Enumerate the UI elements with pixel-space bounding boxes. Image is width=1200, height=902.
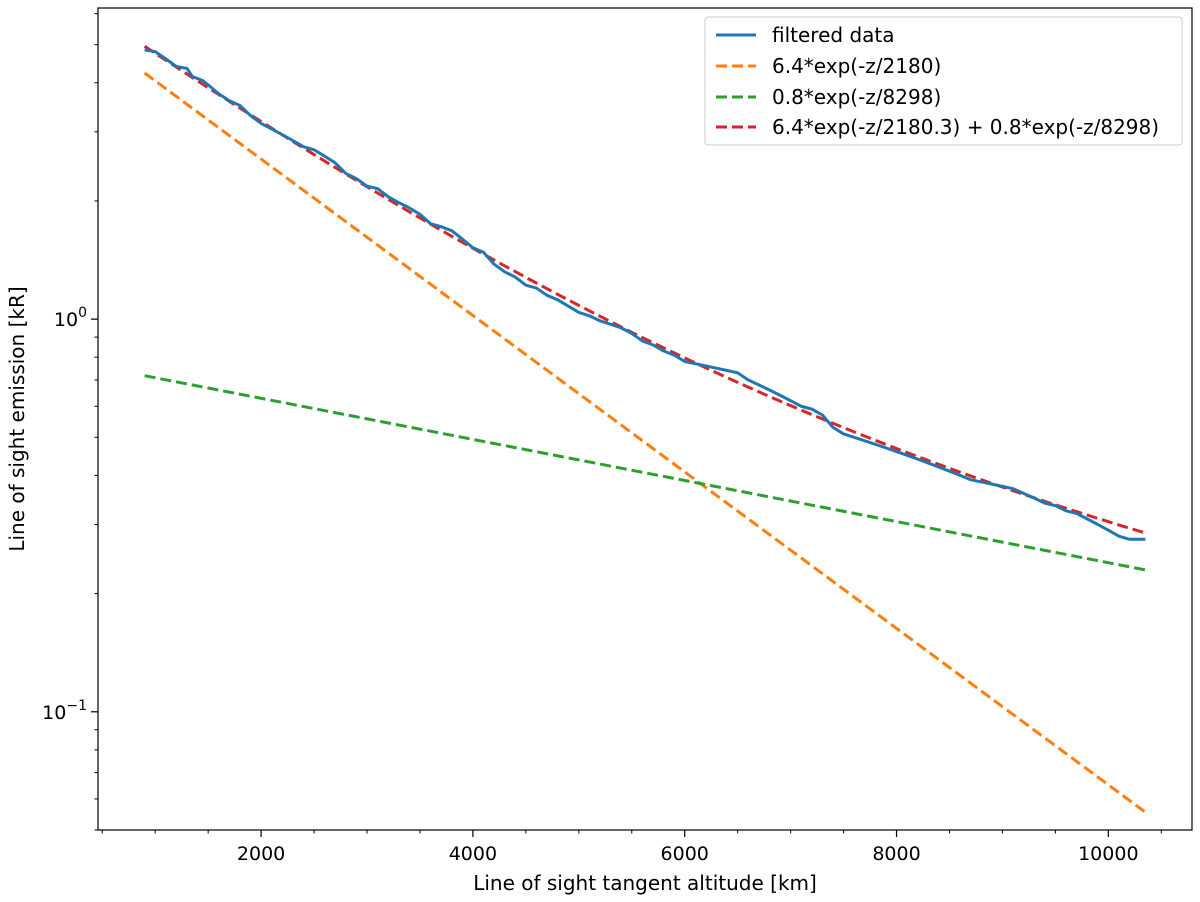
- series-line-filtered-data: [144, 48, 1146, 541]
- plot-frame: [97, 7, 1193, 831]
- x-tick-label: 4000: [449, 843, 497, 865]
- legend-item: 6.4*exp(-z/2180.3) + 0.8*exp(-z/8298): [716, 115, 1159, 139]
- series-line-0-8-exp-z-8298: [144, 374, 1146, 572]
- legend-frame: [704, 16, 1183, 146]
- legend-label: 6.4*exp(-z/2180): [772, 54, 941, 78]
- legend: filtered data 6.4*exp(-z/2180) 0.8*exp(-…: [704, 16, 1183, 146]
- x-axis: 2000 4000 6000 8000 10000: [101, 830, 1162, 865]
- y-tick-base: 10: [42, 702, 66, 724]
- y-tick-exponent: −1: [66, 698, 87, 714]
- x-tick-label: 2000: [237, 843, 285, 865]
- legend-label: 0.8*exp(-z/8298): [772, 85, 941, 109]
- y-tick-label: 10−1: [42, 698, 87, 724]
- y-axis-label: Line of sight emission [kR]: [5, 286, 29, 551]
- legend-item: 6.4*exp(-z/2180): [716, 54, 941, 78]
- x-tick-label: 6000: [661, 843, 709, 865]
- legend-item: 0.8*exp(-z/8298): [716, 85, 941, 109]
- x-axis-label: Line of sight tangent altitude [km]: [473, 871, 817, 895]
- y-tick-label: 100: [54, 305, 87, 331]
- series-line-6-4-exp-z-2180-3-0-8-exp-z-8298: [143, 45, 1146, 535]
- legend-label: 6.4*exp(-z/2180.3) + 0.8*exp(-z/8298): [772, 115, 1159, 139]
- legend-label: filtered data: [772, 23, 895, 47]
- legend-item: filtered data: [716, 23, 895, 47]
- series-layer: [143, 45, 1147, 814]
- x-tick-label: 8000: [872, 843, 920, 865]
- x-tick-label: 10000: [1078, 843, 1138, 865]
- y-tick-base: 10: [54, 309, 78, 331]
- y-tick-exponent: 0: [78, 305, 87, 321]
